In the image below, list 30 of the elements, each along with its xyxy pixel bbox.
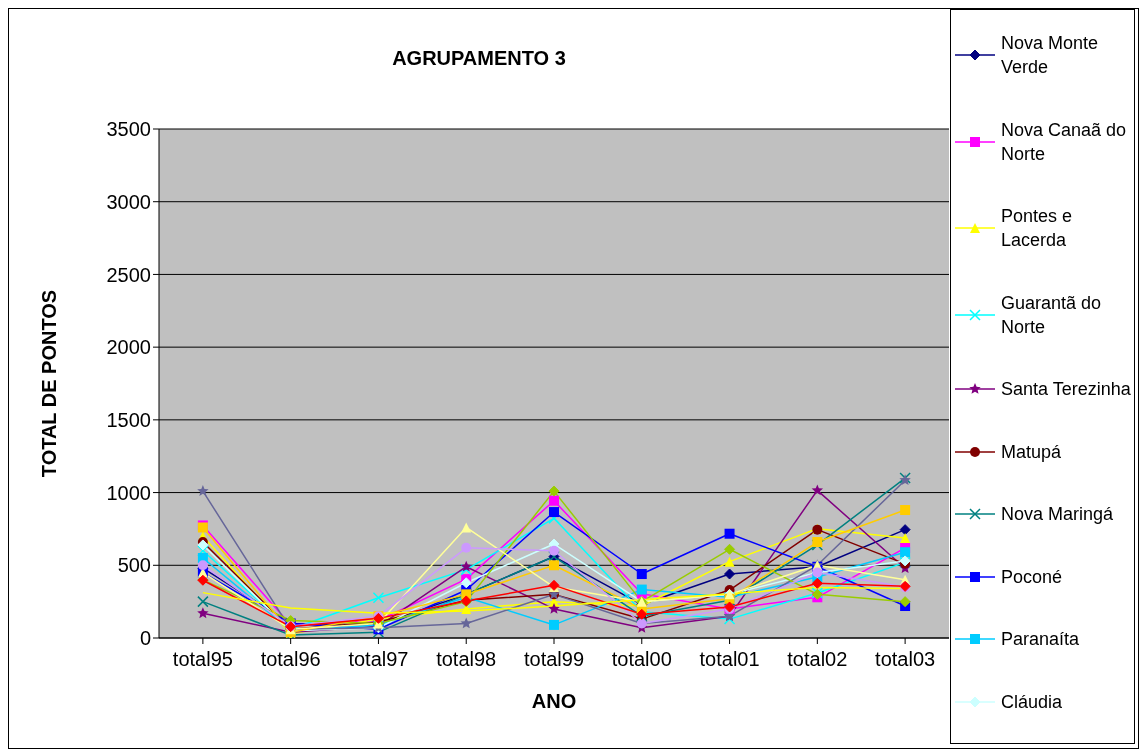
y-axis-title: TOTAL DE PONTOS <box>38 289 61 478</box>
legend-label: Pontes e Lacerda <box>1001 205 1074 253</box>
x-axis-title: ANO <box>531 690 577 712</box>
y-tick-label: 3500 <box>106 118 151 141</box>
y-tick-label: 1500 <box>106 408 151 431</box>
x-tick-label: total97 <box>348 648 409 671</box>
y-tick-label: 2500 <box>106 263 151 286</box>
legend-label: Santa Terezinha <box>1001 378 1131 402</box>
x-tick-label: total99 <box>523 648 585 671</box>
x-tick-label: total95 <box>172 648 233 671</box>
x-tick-label: total98 <box>436 648 497 671</box>
legend-label: Paranaíta <box>1001 628 1080 652</box>
legend-label: Nova Maringá <box>1001 503 1114 527</box>
x-tick-label: total02 <box>787 648 848 671</box>
legend-label: Nova Canaã do Norte <box>1001 118 1128 166</box>
legend-label: Guarantã do Norte <box>1001 291 1103 339</box>
y-tick-label: 3000 <box>106 190 151 213</box>
y-tick-label: 1000 <box>106 481 151 504</box>
chart-title: AGRUPAMENTO 3 <box>391 47 567 70</box>
x-tick-label: total00 <box>611 648 672 671</box>
x-tick-label: total96 <box>260 648 321 671</box>
legend-label: Matupá <box>1001 440 1062 464</box>
legend-label: Nova Monte Verde <box>1001 32 1100 80</box>
legend-label: Cláudia <box>1001 690 1063 714</box>
y-tick-label: 0 <box>139 627 151 650</box>
x-tick-label: total01 <box>699 648 760 671</box>
y-tick-label: 2000 <box>106 336 151 359</box>
y-tick-label: 500 <box>117 554 151 577</box>
legend-label: Poconé <box>1001 565 1063 589</box>
x-tick-label: total03 <box>875 648 936 671</box>
